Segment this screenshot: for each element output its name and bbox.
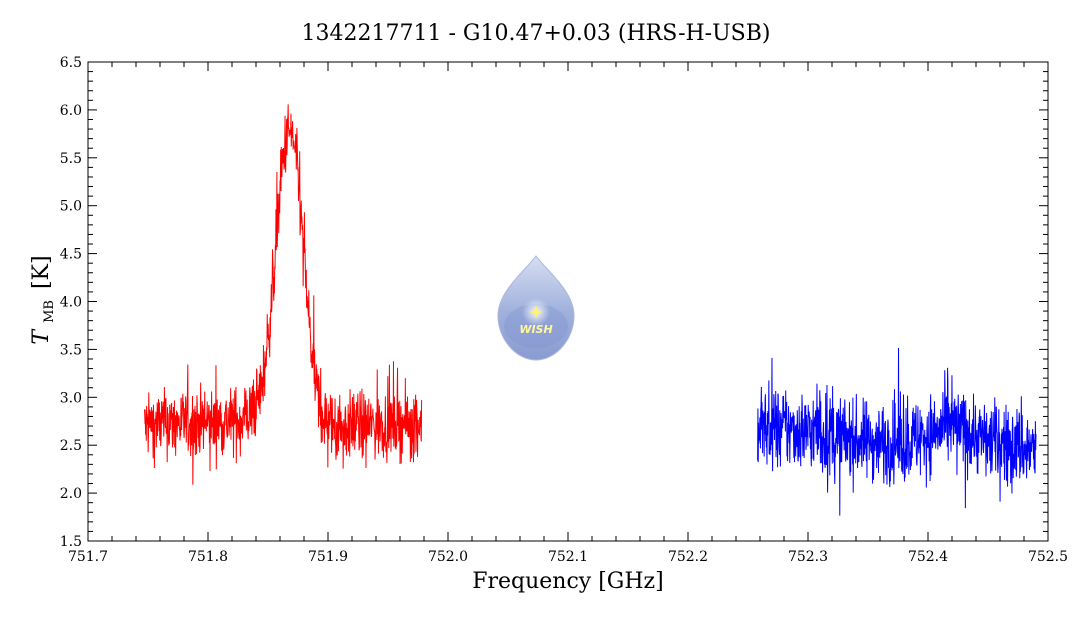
y-tick-label: 2.0: [60, 486, 82, 502]
y-tick-label: 3.5: [60, 342, 82, 358]
y-axis-label-unit: [K]: [29, 255, 54, 289]
series-line-1: [143, 104, 423, 485]
y-tick-labels: 1.5 2.0 2.5 3.0 3.5 4.0 4.5 5.0 5.5 6.0 6.5: [60, 55, 82, 550]
axis-ticks: [87, 61, 1049, 542]
svg-text:T MB [K]: T MB [K]: [29, 255, 59, 344]
y-tick-label: 1.5: [60, 534, 82, 550]
x-tick-label: 751.9: [308, 549, 348, 565]
x-tick-label: 752.3: [788, 549, 828, 565]
x-tick-labels: 751.7 751.8 751.9 752.0 752.1 752.2 752.3 752.4…: [68, 549, 1068, 565]
y-tick-label: 2.5: [60, 438, 82, 454]
x-tick-label: 751.8: [188, 549, 228, 565]
y-tick-label: 4.0: [60, 295, 82, 311]
x-tick-label: 752.4: [908, 549, 948, 565]
logo-text: WISH: [519, 323, 552, 336]
x-tick-label: 751.7: [68, 549, 108, 565]
x-tick-label: 752.1: [548, 549, 588, 565]
series-line-2: [757, 347, 1037, 516]
chart-title: 1342217711 - G10.47+0.03 (HRS-H-USB): [302, 21, 771, 46]
y-tick-label: 5.0: [60, 199, 82, 215]
y-axis-label-sub: MB: [42, 300, 57, 323]
series-layer: [143, 104, 1037, 516]
x-tick-label: 752.0: [428, 549, 468, 565]
y-tick-label: 5.5: [60, 151, 82, 167]
x-tick-label: 752.5: [1028, 549, 1068, 565]
wish-logo: WISH: [497, 255, 575, 361]
y-axis-label-main: T: [29, 328, 54, 345]
y-tick-label: 3.0: [60, 390, 82, 406]
y-tick-label: 4.5: [60, 247, 82, 263]
star-icon: [529, 305, 543, 319]
x-axis-label: Frequency [GHz]: [472, 569, 664, 594]
y-tick-label: 6.0: [60, 103, 82, 119]
x-tick-label: 752.2: [668, 549, 708, 565]
y-tick-label: 6.5: [60, 55, 82, 71]
y-axis-label: T MB [K]: [29, 255, 59, 344]
plot-frame: [87, 61, 1049, 542]
